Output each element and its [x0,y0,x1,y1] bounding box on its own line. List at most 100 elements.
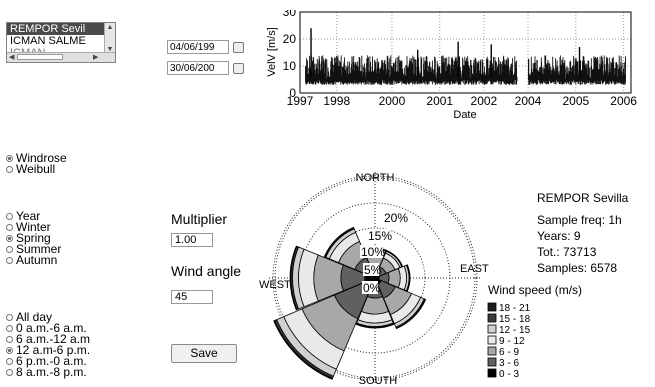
radio-all-day[interactable] [6,314,13,321]
info-years: Years: 9 [537,229,581,243]
scroll-down-icon[interactable]: ▼ [106,46,114,53]
timeseries-x-tick-label: 1998 [323,94,350,108]
legend-swatch-2 [487,324,497,334]
windrose-ring-label: 0% [362,281,381,295]
radio-12-18[interactable] [6,347,13,354]
hours-group: All day 0 a.m.-6 a.m. 6 a.m.-12 a.m 12 a… [6,311,91,379]
analysis-option-weibull[interactable]: Weibull [6,163,67,175]
timeseries-plot-frame [299,11,632,94]
legend-label-4: 6 - 9 [499,347,519,358]
scroll-left-icon[interactable]: ◀ [9,54,15,61]
info-total: Tot.: 73713 [537,245,597,259]
windrose-ring-label: 5% [363,263,382,277]
legend-label-1: 15 - 18 [499,314,531,325]
windrose-north-label: NORTH [356,172,395,184]
season-option-autumn[interactable]: Autumn [6,253,61,267]
windrose-ring-labels: 0% 5% 10% 15% 20% [360,211,408,295]
windrose-ring-label-bg [383,211,406,224]
hours-option-6-12-label: 6 a.m.-12 a.m [16,332,91,346]
station-list-vertical-scrollbar[interactable]: ▲ ▼ [104,23,115,55]
info-samples: Samples: 6578 [537,261,618,275]
start-date-field[interactable]: 04/06/199 [167,40,229,54]
season-option-year[interactable]: Year [6,209,61,223]
hours-option-all-day[interactable]: All day [6,311,90,323]
legend-swatch-1 [487,313,497,323]
season-option-winter-label: Winter [16,220,51,234]
season-option-spring[interactable]: Spring [6,231,61,245]
hours-option-12-18[interactable]: 12 a.m-6 p.m. [6,344,90,356]
radio-8-20[interactable] [6,369,13,376]
legend-label-6: 0 - 3 [499,369,519,380]
station-item-0[interactable]: REMPOR Sevil [7,23,106,35]
timeseries-x-tick-label: 1997 [287,94,314,108]
radio-spring[interactable] [6,235,13,242]
timeseries-y-tick-label: 30 [283,10,297,19]
windrose-ring-label-text: 5% [364,263,382,277]
legend-label-5: 3 - 6 [499,358,519,369]
radio-weibull[interactable] [6,166,13,173]
windrose-west-label: WEST [259,279,291,291]
windrose-ring-label-text: 20% [384,211,408,225]
hours-option-8-20[interactable]: 8 a.m.-8 p.m. [6,365,90,379]
season-option-summer-label: Summer [16,242,62,256]
hours-option-0-6[interactable]: 0 a.m.-6 a.m. [6,321,90,335]
station-item-1[interactable]: ICMAN SALME [10,35,86,47]
season-option-spring-label: Spring [16,231,51,245]
radio-winter[interactable] [6,224,13,231]
multiplier-input[interactable]: 1.00 [171,233,213,247]
legend-swatch-3 [487,335,497,345]
save-button[interactable]: Save [171,344,237,363]
radio-6-12[interactable] [6,336,13,343]
station-list[interactable]: REMPOR Sevil ICMAN SALME ICMAN ... ▲ ▼ ◀… [6,22,116,63]
end-date-field[interactable]: 30/06/200 [167,61,229,75]
windrose-east-label: EAST [460,263,489,275]
end-date-picker-button[interactable] [233,63,244,74]
season-option-year-label: Year [16,209,41,223]
windrose-sectors [273,226,427,380]
wind-speed-timeseries-chart: VelV [m/s] Date 0 10 20 30 1997 1998 2000 2001… [266,10,638,121]
windrose-ring-label-text: 0% [363,281,381,295]
season-option-summer[interactable]: Summer [6,242,62,256]
hours-option-18-0-label: 6 p.m.-0 a.m. [16,354,87,368]
legend-swatch-6 [487,368,497,378]
season-group: Year Winter Spring Summer Autumn [6,209,62,267]
timeseries-x-ticks: 1997 1998 2000 2001 2002 2004 2005 2006 [287,94,638,108]
radio-autumn[interactable] [6,257,13,264]
legend-label-2: 12 - 15 [499,325,531,336]
info-sample-freq: Sample freq: 1h [537,213,622,227]
station-list-horizontal-scrollbar[interactable]: ◀ ▶ [7,52,115,62]
radio-summer[interactable] [6,246,13,253]
hours-option-8-20-label: 8 a.m.-8 p.m. [16,365,87,379]
timeseries-x-tick-label: 2005 [562,94,589,108]
hours-option-18-0[interactable]: 6 p.m.-0 a.m. [6,354,90,368]
timeseries-x-tick-label: 2002 [471,94,498,108]
scroll-right-icon[interactable]: ▶ [93,54,99,61]
timeseries-x-axis-label: Date [453,109,476,121]
timeseries-y-ticks: 0 10 20 30 [283,10,297,100]
radio-0-6[interactable] [6,325,13,332]
windrose-ring-label: 20% [383,211,408,225]
timeseries-x-tick-label: 2000 [379,94,406,108]
radio-year[interactable] [6,213,13,220]
radio-windrose[interactable] [6,155,13,162]
timeseries-x-tick-label: 2004 [515,94,542,108]
legend-label-3: 9 - 12 [499,336,525,347]
hours-option-0-6-label: 0 a.m.-6 a.m. [16,321,87,335]
scroll-thumb[interactable] [17,54,63,60]
timeseries-x-tick-label: 2001 [426,94,453,108]
wind-angle-input[interactable]: 45 [171,290,213,304]
windrose-ring-label: 15% [367,229,392,243]
windrose-ring-label-bg [360,245,383,258]
scroll-up-icon[interactable]: ▲ [106,24,114,31]
season-option-autumn-label: Autumn [16,253,58,267]
analysis-option-windrose[interactable]: Windrose [6,152,67,164]
season-option-winter[interactable]: Winter [6,220,61,234]
station-item-2[interactable]: ICMAN ... [7,47,106,52]
hours-option-6-12[interactable]: 6 a.m.-12 a.m [6,332,91,346]
timeseries-y-tick-label: 0 [289,86,296,100]
windrose-ring-label-bg [363,263,379,276]
analysis-type-group: Windrose Weibull [6,152,67,175]
multiplier-label: Multiplier [171,211,228,227]
start-date-picker-button[interactable] [233,42,244,53]
radio-18-0[interactable] [6,358,13,365]
